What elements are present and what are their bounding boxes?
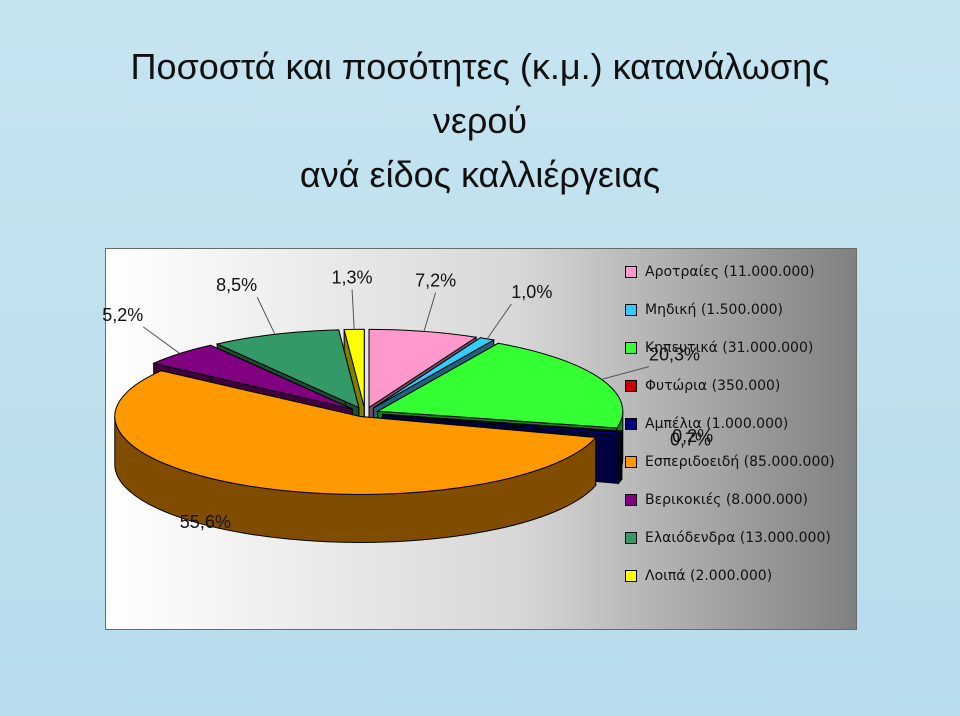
pie-slice-6 xyxy=(114,370,597,543)
legend-item-8: Ελαιόδενδρα (13.000.000) xyxy=(625,528,831,548)
legend-swatch-1 xyxy=(625,266,637,278)
title-line-2: νερού xyxy=(432,100,528,141)
legend-item-7: Βερικοκιές (8.000.000) xyxy=(625,490,808,510)
leader-line-7 xyxy=(142,326,181,354)
legend-label-4: Φυτώρια (350.000) xyxy=(645,378,781,394)
legend-item-1: Αροτραίες (11.000.000) xyxy=(625,262,815,282)
legend-swatch-5 xyxy=(625,418,637,430)
legend-item-6: Εσπεριδοειδή (85.000.000) xyxy=(625,452,835,472)
legend-item-4: Φυτώρια (350.000) xyxy=(625,376,780,396)
title-line-1: Ποσοστά και ποσότητες (κ.μ.) κατανάλωσης xyxy=(130,46,830,87)
legend-label-1: Αροτραίες (11.000.000) xyxy=(645,264,815,280)
legend-swatch-4 xyxy=(625,380,637,392)
data-label-1: 7,2% xyxy=(415,271,456,291)
legend-label-2: Μηδική (1.500.000) xyxy=(645,302,784,318)
data-label-2: 1,0% xyxy=(511,282,552,302)
data-label-4: 0,2% xyxy=(672,426,713,446)
leader-line-8 xyxy=(256,296,276,335)
title-line-3: ανά είδος καλλιέργειας xyxy=(299,154,661,195)
legend-item-5: Αμπέλια (1.000.000) xyxy=(625,414,788,434)
legend-swatch-9 xyxy=(625,570,637,582)
legend-label-7: Βερικοκιές (8.000.000) xyxy=(645,492,809,508)
leader-line-9 xyxy=(351,289,355,330)
legend-swatch-2 xyxy=(625,304,637,316)
legend-swatch-8 xyxy=(625,532,637,544)
data-label-6: 55,6% xyxy=(180,512,231,532)
data-label-7: 5,2% xyxy=(102,305,143,325)
legend-swatch-3 xyxy=(625,342,637,354)
data-label-8: 8,5% xyxy=(216,275,257,295)
legend-label-8: Ελαιόδενδρα (13.000.000) xyxy=(645,530,831,546)
data-label-9: 1,3% xyxy=(332,267,373,287)
legend-label-9: Λοιπά (2.000.000) xyxy=(645,568,773,584)
data-label-3: 20,3% xyxy=(649,345,700,365)
legend-item-2: Μηδική (1.500.000) xyxy=(625,300,783,320)
legend-swatch-6 xyxy=(625,456,637,468)
legend-item-3: Κηπευτικά (31.000.000) xyxy=(625,338,813,358)
leader-line-3 xyxy=(601,366,650,380)
page-title: Ποσοστά και ποσότητες (κ.μ.) κατανάλωσης… xyxy=(0,40,960,202)
legend-swatch-7 xyxy=(625,494,637,506)
data-label-5: 0,7% xyxy=(670,429,711,449)
legend-label-6: Εσπεριδοειδή (85.000.000) xyxy=(645,454,835,470)
legend-label-3: Κηπευτικά (31.000.000) xyxy=(645,340,814,356)
legend-item-9: Λοιπά (2.000.000) xyxy=(625,566,772,586)
leader-line-1 xyxy=(423,292,437,332)
legend-label-5: Αμπέλια (1.000.000) xyxy=(645,416,789,432)
leader-line-2 xyxy=(486,303,512,340)
